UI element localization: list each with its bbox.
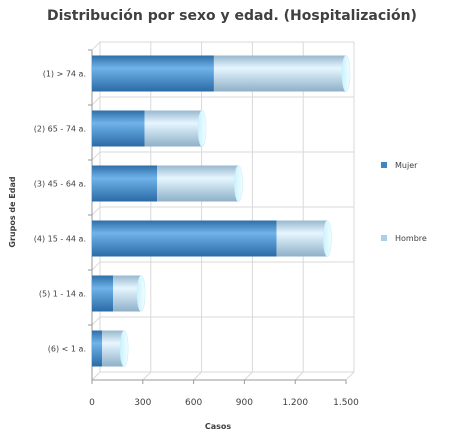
bar-end-cap bbox=[234, 165, 243, 202]
bar-hombre-4 bbox=[276, 220, 328, 257]
bars bbox=[92, 55, 351, 367]
legend-swatch-mujer bbox=[381, 162, 387, 168]
legend-swatch-hombre bbox=[381, 235, 387, 241]
y-grid-wall bbox=[91, 206, 101, 216]
category-labels: (1) > 74 a. (2) 65 - 74 a. (3) 45 - 64 a. (… bbox=[34, 70, 86, 354]
bar-mujer-2 bbox=[92, 110, 145, 147]
category-label: (5) 1 - 14 a. bbox=[39, 290, 86, 299]
x-grid-floor bbox=[142, 371, 152, 381]
y-grid-wall bbox=[91, 151, 101, 161]
x-grid-floor bbox=[244, 371, 253, 381]
bar-mujer-1 bbox=[92, 55, 214, 92]
bar-end-cap bbox=[341, 55, 351, 92]
y-grid-wall bbox=[91, 261, 101, 271]
bar-mujer-6 bbox=[92, 330, 103, 367]
y-axis-title: Grupos de Edad bbox=[8, 176, 17, 248]
category-label: (3) 45 - 64 a. bbox=[34, 180, 86, 189]
x-tick-label: 1.200 bbox=[282, 398, 308, 408]
x-tick-label: 1.500 bbox=[333, 398, 359, 408]
category-label: (2) 65 - 74 a. bbox=[34, 125, 86, 134]
y-grid-wall bbox=[91, 41, 101, 51]
bar-hombre-6 bbox=[102, 330, 125, 367]
legend-label-hombre: Hombre bbox=[395, 234, 427, 243]
y-grid-wall bbox=[91, 371, 101, 381]
bar-hombre-3 bbox=[157, 165, 239, 202]
x-tick-label: 600 bbox=[185, 398, 202, 408]
category-label: (4) 15 - 44 a. bbox=[34, 235, 86, 244]
bar-end-cap bbox=[136, 275, 146, 312]
x-tick-label: 0 bbox=[89, 398, 95, 408]
bar-hombre-1 bbox=[213, 55, 346, 92]
bar-mujer-4 bbox=[92, 220, 277, 257]
bar-end-cap bbox=[119, 330, 129, 367]
bar-mujer-5 bbox=[92, 275, 114, 312]
bar-end-cap bbox=[197, 110, 207, 147]
legend-label-mujer: Mujer bbox=[395, 161, 418, 170]
x-grid-floor bbox=[345, 371, 355, 381]
category-label: (1) > 74 a. bbox=[43, 70, 86, 79]
x-grid-floor bbox=[193, 371, 202, 381]
bar-hombre-5 bbox=[113, 275, 142, 312]
grid bbox=[88, 41, 355, 384]
chart-title: Distribución por sexo y edad. (Hospitali… bbox=[47, 8, 417, 24]
x-tick-labels: 0 300 600 900 1.200 1.500 bbox=[89, 398, 359, 408]
x-axis-title: Casos bbox=[205, 422, 232, 431]
x-grid-floor bbox=[294, 371, 304, 381]
y-grid-wall bbox=[91, 316, 101, 326]
y-grid-wall bbox=[91, 96, 101, 106]
bar-end-cap bbox=[323, 220, 332, 257]
legend: Mujer Hombre bbox=[381, 161, 427, 243]
bar-mujer-3 bbox=[92, 165, 158, 202]
category-label: (6) < 1 a. bbox=[48, 345, 86, 354]
x-tick-label: 300 bbox=[134, 398, 151, 408]
x-tick-label: 900 bbox=[236, 398, 253, 408]
bar-hombre-2 bbox=[144, 110, 203, 147]
